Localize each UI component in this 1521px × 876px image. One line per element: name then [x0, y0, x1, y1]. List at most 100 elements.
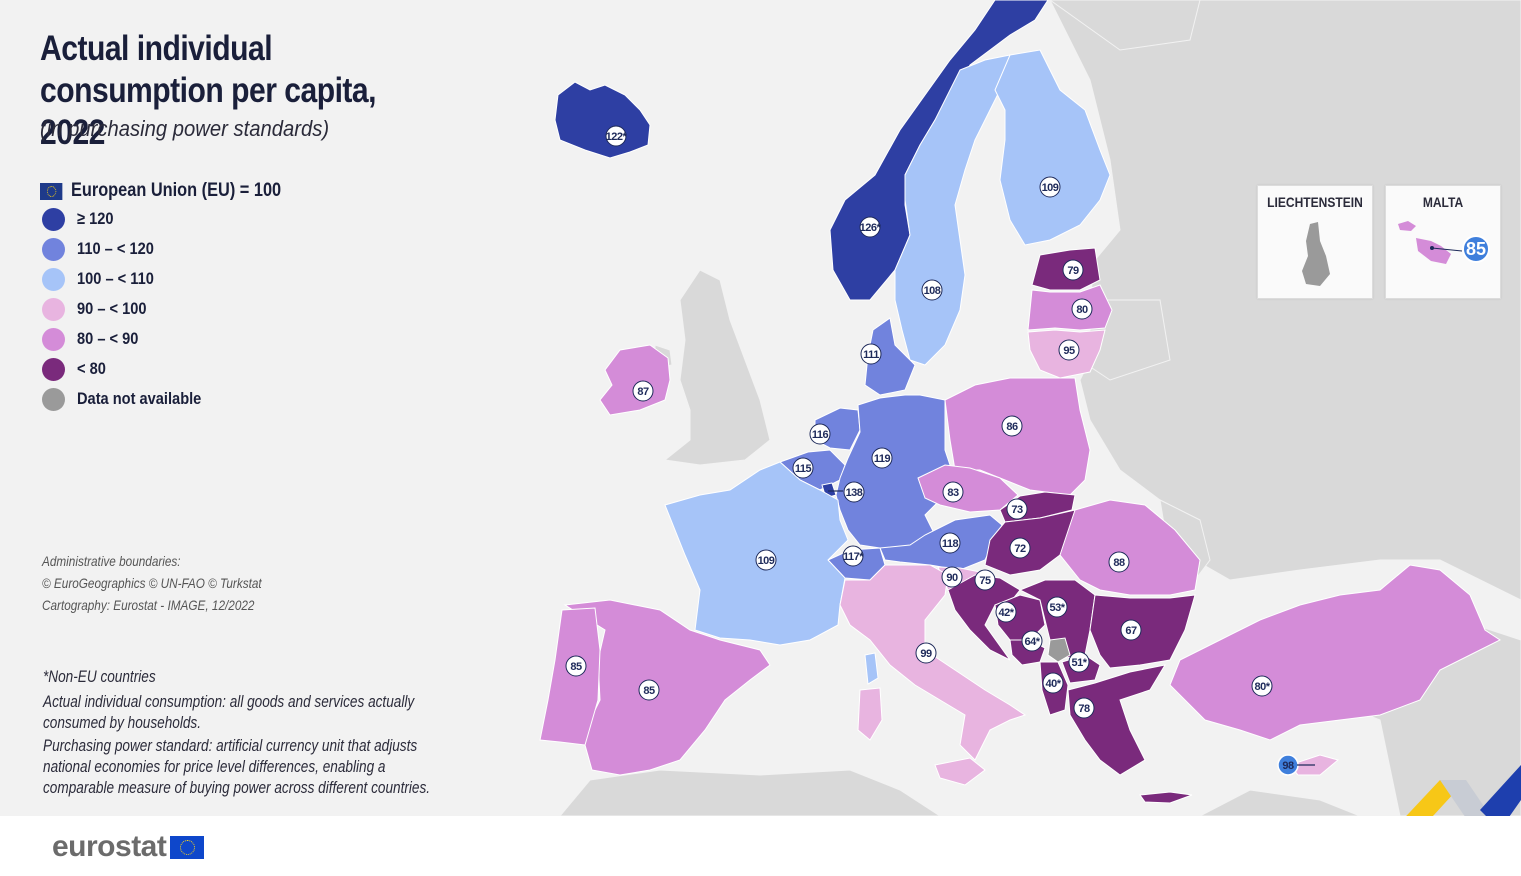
- malta-shape: 85: [1398, 221, 1490, 264]
- value-label-ie: 87: [637, 386, 649, 398]
- value-marker-hu: [1009, 537, 1031, 559]
- value-marker-tr: [1251, 675, 1273, 697]
- value-label-si: 90: [946, 572, 958, 584]
- value-marker-rs: [1046, 596, 1068, 618]
- eurostat-logo: eurostat: [52, 830, 205, 864]
- value-marker-al: [1042, 672, 1064, 694]
- inset-liechtenstein: LIECHTENSTEIN: [1257, 185, 1373, 299]
- legend-item: 100 – < 110: [40, 264, 320, 294]
- legend-header: European Union (EU) = 100: [40, 178, 281, 204]
- brand-name: eurostat: [52, 830, 167, 863]
- value-label-sk: 73: [1011, 504, 1023, 516]
- credits-line: Cartography: Eurostat - IMAGE, 12/2022: [42, 597, 255, 613]
- legend-label: Data not available: [77, 389, 202, 408]
- region-BG: [1089, 594, 1196, 669]
- inset-malta: MALTA 85: [1385, 185, 1501, 299]
- value-marker-no: [859, 216, 881, 238]
- credits-line: Administrative boundaries:: [42, 553, 181, 569]
- legend-label: 80 – < 90: [77, 329, 139, 348]
- country-regions: [539, 0, 1501, 804]
- value-marker-ie: [632, 380, 654, 402]
- value-marker-dk: [860, 343, 882, 365]
- legend-label: 100 – < 110: [77, 269, 154, 288]
- legend-swatch: [42, 357, 65, 381]
- value-marker-mk: [1068, 651, 1090, 673]
- corner-decoration: [1406, 765, 1521, 816]
- value-marker-se: [921, 279, 943, 301]
- liechtenstein-shape: [1302, 222, 1330, 286]
- value-label-nl: 116: [812, 429, 829, 441]
- footer: eurostat: [0, 816, 1521, 876]
- map-credits: Administrative boundaries: © EuroGeograp…: [42, 550, 262, 616]
- legend-header-label: European Union (EU) = 100: [70, 180, 282, 201]
- region-IT-sicily: [934, 757, 986, 786]
- legend-label: ≥ 120: [77, 209, 114, 228]
- value-marker-it: [915, 642, 937, 664]
- region-FI: [994, 49, 1111, 246]
- value-marker-hr: [974, 569, 996, 591]
- legend-label: < 80: [77, 359, 106, 378]
- region-XK: [1047, 637, 1071, 663]
- legend-item: 90 – < 100: [40, 294, 320, 324]
- value-label-fi: 109: [1042, 182, 1059, 194]
- value-label-gr: 78: [1078, 703, 1090, 715]
- region-IT: [839, 564, 1027, 761]
- region-IT-sardinia: [857, 687, 883, 741]
- region-GR-crete: [1139, 791, 1193, 804]
- value-label-hr: 75: [979, 575, 991, 587]
- region-PT: [539, 607, 601, 746]
- value-marker-gr: [1073, 697, 1095, 719]
- value-marker-pl: [1001, 415, 1023, 437]
- value-marker-bg: [1120, 619, 1142, 641]
- value-label-ch: 117*: [843, 551, 864, 563]
- value-label-lv: 80: [1076, 304, 1088, 316]
- value-label-is: 122*: [606, 131, 628, 143]
- value-label-ro: 88: [1113, 557, 1125, 569]
- value-label-ba: 42*: [998, 607, 1014, 619]
- region-HU: [984, 509, 1086, 576]
- value-marker-ro: [1108, 551, 1130, 573]
- europe-map: 122* 126* 108 109 79 80 95 111 87 116 115 138 119 86 8…: [539, 0, 1521, 816]
- value-marker-lt: [1058, 339, 1080, 361]
- value-label-mk: 51*: [1071, 657, 1087, 669]
- region-GR: [1067, 664, 1167, 776]
- value-label-at: 118: [942, 538, 959, 550]
- value-label-lt: 95: [1063, 345, 1075, 357]
- value-label-al: 40*: [1045, 678, 1061, 690]
- legend-swatch: [42, 267, 65, 291]
- value-marker-lu: [843, 481, 865, 503]
- legend-label: 110 – < 120: [77, 239, 154, 258]
- region-IE: [599, 344, 671, 416]
- non-eu-note: *Non-EU countries: [43, 667, 156, 686]
- value-marker-de: [871, 447, 893, 469]
- value-marker-ba: [995, 601, 1017, 623]
- legend-item: 110 – < 120: [40, 234, 320, 264]
- value-marker-si: [941, 566, 963, 588]
- value-marker-me: [1021, 630, 1043, 652]
- region-RO: [1059, 499, 1201, 596]
- page-title: Actual individual consumption per capita…: [40, 29, 377, 152]
- value-marker-lv: [1071, 298, 1093, 320]
- region-TR: [1169, 564, 1501, 741]
- credits-line: © EuroGeographics © UN-FAO © Turkstat: [42, 575, 262, 591]
- value-label-it: 99: [920, 648, 932, 660]
- legend-label: 90 – < 100: [77, 299, 147, 318]
- value-marker-nl: [809, 423, 831, 445]
- legend-swatch: [42, 237, 65, 261]
- legend-swatch: [42, 297, 65, 321]
- value-label-pt: 85: [570, 661, 582, 673]
- inset-title: MALTA: [1422, 194, 1464, 210]
- value-marker-fr: [755, 549, 777, 571]
- value-label-tr: 80*: [1254, 681, 1270, 693]
- inset-title: LIECHTENSTEIN: [1267, 194, 1363, 210]
- value-label-es: 85: [643, 685, 655, 697]
- malta-main-shape: [1416, 238, 1451, 264]
- value-marker-fi: [1039, 176, 1061, 198]
- value-label-me: 64*: [1024, 636, 1040, 648]
- value-marker-ch: [842, 545, 864, 567]
- region-HR: [947, 574, 1021, 661]
- value-label-cy: 98: [1282, 760, 1294, 772]
- legend-swatch: [42, 207, 65, 231]
- region-DK: [864, 317, 916, 396]
